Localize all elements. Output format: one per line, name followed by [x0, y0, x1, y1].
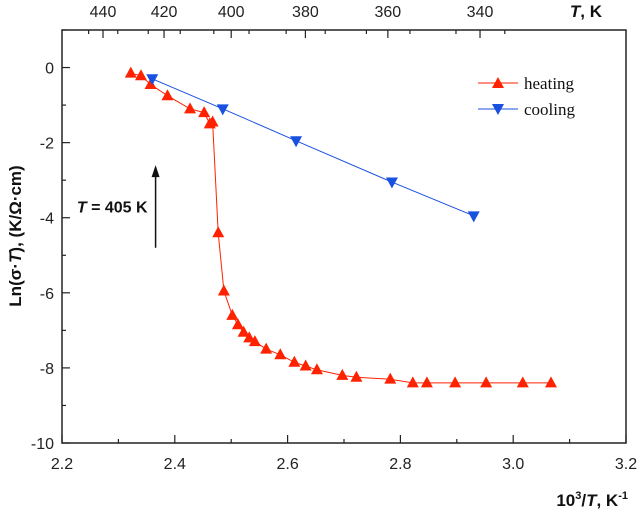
data-point-heating	[198, 106, 211, 118]
series-heating	[124, 66, 557, 388]
data-point-heating	[161, 89, 174, 101]
legend-marker-heating	[492, 77, 504, 88]
y-tick-label: -4	[40, 211, 54, 228]
series-cooling	[146, 74, 480, 223]
y-tick-label: -10	[31, 436, 54, 453]
x-tick-label: 2.8	[389, 456, 411, 473]
legend-label-heating: heating	[524, 74, 575, 93]
data-point-heating	[212, 226, 225, 238]
top-tick-label: 420	[151, 4, 178, 21]
top-tick-label: 360	[375, 4, 402, 21]
x-axis-title: 103/T, K-1	[556, 490, 628, 510]
annotation-label: T = 405 K	[77, 199, 148, 216]
series-layer	[124, 66, 557, 388]
x-tick-label: 2.4	[164, 456, 186, 473]
data-point-heating	[260, 342, 273, 354]
data-point-cooling	[290, 136, 303, 148]
data-point-cooling	[467, 211, 480, 223]
data-point-heating	[449, 376, 462, 388]
y-tick-label: -8	[40, 361, 54, 378]
data-point-heating	[544, 376, 557, 388]
data-point-heating	[310, 363, 323, 375]
data-point-heating	[231, 318, 244, 330]
tick-labels: 2.2 2.4 2.6 2.8 3.0 3.2 0 -2 -4 -6 -8 -10 440 420 400 3…	[31, 4, 637, 473]
data-point-heating	[237, 325, 250, 337]
legend-item-cooling: cooling	[478, 100, 575, 119]
top-tick-label: 400	[218, 4, 245, 21]
data-point-heating	[336, 368, 349, 380]
legend-item-heating: heating	[478, 74, 575, 93]
x-tick-label: 2.2	[51, 456, 73, 473]
data-point-heating	[217, 284, 230, 296]
data-point-heating	[350, 370, 363, 382]
data-point-heating	[243, 331, 256, 343]
data-point-heating	[299, 359, 312, 371]
x-tick-label: 2.6	[276, 456, 298, 473]
data-point-heating	[184, 102, 197, 114]
y-tick-label: -6	[40, 286, 54, 303]
data-point-heating	[248, 335, 261, 347]
data-point-heating	[406, 376, 419, 388]
axis-ticks	[61, 29, 627, 444]
data-point-heating	[288, 355, 301, 367]
legend-label-cooling: cooling	[524, 100, 575, 119]
data-point-heating	[124, 66, 137, 78]
y-tick-label: 0	[45, 61, 54, 78]
data-point-heating	[134, 69, 147, 81]
top-tick-label: 440	[90, 4, 117, 21]
data-point-heating	[274, 348, 287, 360]
data-point-cooling	[385, 177, 398, 189]
top-tick-label: 340	[467, 4, 494, 21]
legend-marker-cooling	[492, 104, 504, 115]
x-tick-label: 3.2	[615, 456, 637, 473]
data-point-heating	[516, 376, 529, 388]
y-tick-label: -2	[40, 136, 54, 153]
data-point-heating	[480, 376, 493, 388]
series-line-heating	[130, 72, 551, 384]
data-point-heating	[420, 376, 433, 388]
data-point-heating	[144, 77, 157, 89]
annotation-arrow-head	[151, 165, 160, 178]
legend: heating cooling	[478, 74, 575, 119]
data-point-cooling	[146, 74, 159, 86]
series-line-cooling	[152, 78, 474, 217]
data-point-heating	[384, 372, 397, 384]
top-axis-title: T, K	[570, 2, 603, 21]
data-point-heating	[206, 115, 219, 127]
data-point-heating	[226, 308, 239, 320]
annotation: T = 405 K	[77, 165, 160, 248]
y-axis-title: Ln(σ·T), (K/Ω·cm)	[6, 165, 25, 306]
x-tick-label: 3.0	[502, 456, 524, 473]
top-tick-label: 380	[292, 4, 319, 21]
data-point-cooling	[216, 104, 229, 116]
